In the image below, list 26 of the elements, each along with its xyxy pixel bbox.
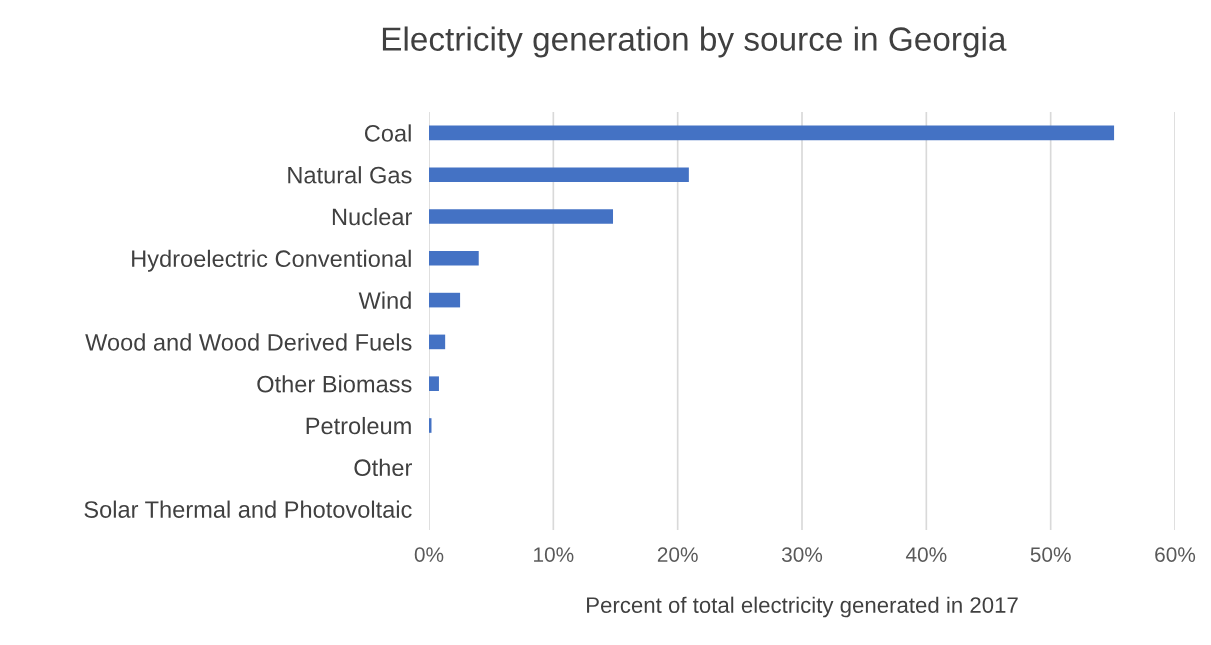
bar: [429, 125, 1115, 141]
y-tick-label: Hydroelectric Conventional: [132, 249, 411, 272]
x-tick-label: 30%: [781, 547, 823, 562]
x-tick-label: 50%: [1030, 547, 1071, 562]
y-tick-label: Coal: [364, 124, 411, 142]
x-tick-label: 60%: [1155, 547, 1196, 562]
y-tick-label: Petroleum: [306, 416, 411, 435]
bar: [429, 167, 689, 183]
bar: [429, 292, 461, 308]
chart-title: Electricity generation by source in Georgia: [382, 26, 1007, 58]
x-tick-label: 20%: [657, 547, 698, 562]
y-tick-label: Nuclear: [332, 207, 412, 226]
bar: [429, 250, 479, 266]
y-tick-label: Other Biomass: [257, 375, 412, 393]
x-tick-label: 10%: [534, 547, 574, 562]
bar: [429, 209, 614, 224]
bar: [429, 334, 446, 350]
x-tick-label: 40%: [905, 547, 947, 562]
y-tick-label: Wood and Wood Derived Fuels: [85, 333, 412, 351]
y-tick-label: Wind: [358, 291, 411, 309]
x-tick-label: 0%: [414, 547, 444, 562]
y-tick-label: Other: [354, 458, 412, 477]
x-axis-title: Percent of total electricity generated in 2017: [587, 596, 1018, 618]
bar: [429, 376, 439, 392]
y-tick-label: Natural Gas: [288, 166, 412, 184]
y-tick-label: Solar Thermal and Photovoltaic: [84, 500, 412, 518]
